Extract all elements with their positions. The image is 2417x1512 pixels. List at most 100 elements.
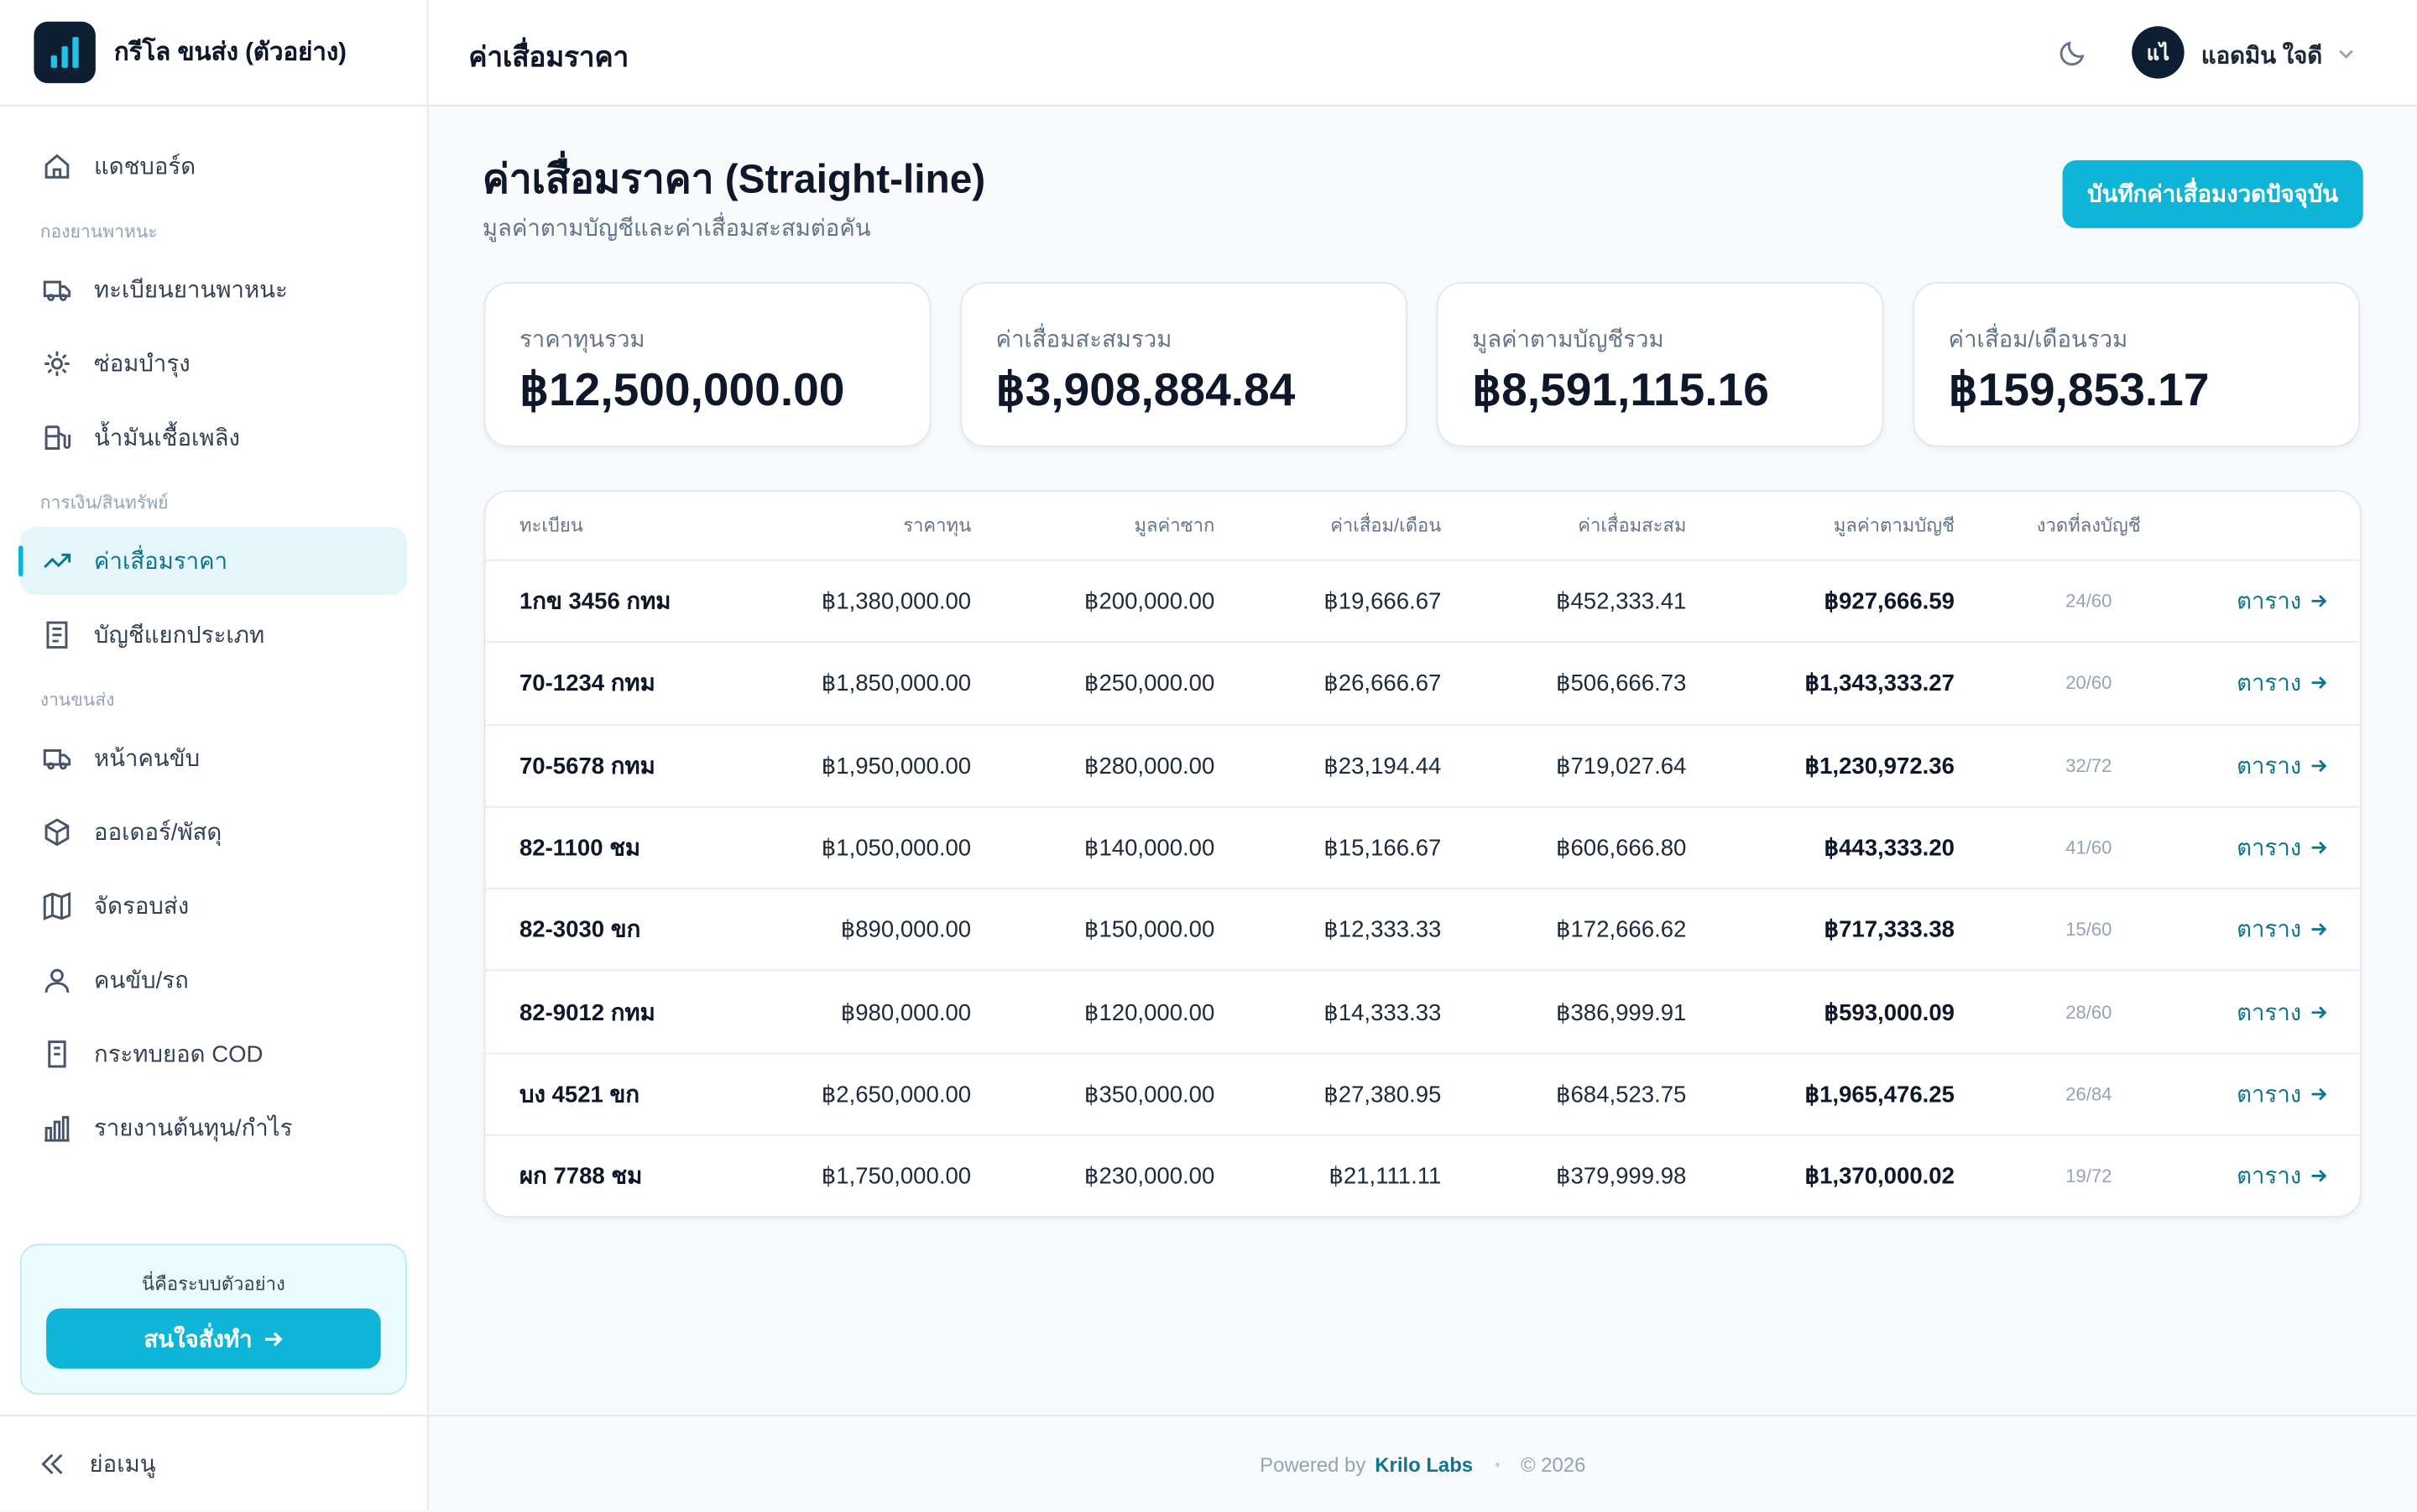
record-button[interactable]: บันทึกค่าเสื่อมงวดปัจจุบัน xyxy=(2062,160,2363,228)
nav-item[interactable]: บัญชีแยกประเภท xyxy=(20,601,407,669)
stat-value: ฿3,908,884.84 xyxy=(995,365,1296,416)
collapse-menu[interactable]: ย่อเมนู xyxy=(0,1415,427,1510)
nav-label: ซ่อมบำรุง xyxy=(94,351,191,378)
schedule-link[interactable]: ตาราง xyxy=(2223,972,2328,1052)
table-row: 70-1234 กทม ฿1,850,000.00 ฿250,000.00 ฿26,6… xyxy=(485,643,2361,726)
promo-box: นี่คือระบบตัวอย่าง สนใจสั่งทำ xyxy=(19,1243,407,1395)
footer-dot xyxy=(1494,1462,1500,1467)
table-cell: ฿1,965,476.25 xyxy=(1804,1082,1955,1108)
table-cell: ฿19,666.67 xyxy=(1323,588,1442,616)
table-cell: 1กข 3456 กทม xyxy=(519,588,671,616)
schedule-link-label: ตาราง xyxy=(2237,999,2302,1026)
table-row: 82-1100 ชม ฿1,050,000.00 ฿140,000.00 ฿15,16… xyxy=(485,807,2361,890)
table-cell: ฿23,194.44 xyxy=(1323,753,1442,779)
table-cell: ฿980,000.00 xyxy=(840,999,972,1026)
brand: กรีโล ขนส่ง (ตัวอย่าง) xyxy=(0,0,427,107)
schedule-link[interactable]: ตาราง xyxy=(2223,725,2328,806)
stat-value: ฿159,853.17 xyxy=(1948,365,2210,416)
table-cell: บง 4521 ขก xyxy=(519,1082,640,1108)
schedule-link-label: ตาราง xyxy=(2237,835,2302,862)
table-cell: 70-5678 กทม xyxy=(519,753,655,779)
table-cell: ฿717,333.38 xyxy=(1824,917,1955,944)
topbar: ค่าเสื่อมราคา แไ แอดมิน ใจดี xyxy=(428,0,2417,107)
avatar[interactable]: แไ xyxy=(2132,26,2185,79)
column-header: ค่าเสื่อม/เดือน xyxy=(1330,514,1442,536)
table-cell: ฿1,850,000.00 xyxy=(821,670,972,698)
schedule-link[interactable]: ตาราง xyxy=(2223,889,2328,970)
table-cell: ฿719,027.64 xyxy=(1555,753,1687,779)
user-menu-chevron[interactable] xyxy=(2336,43,2357,65)
table-cell: ฿593,000.09 xyxy=(1824,999,1955,1026)
arrow-icon xyxy=(2311,759,2327,772)
table-cell: ฿684,523.75 xyxy=(1555,1082,1687,1108)
table-cell: ฿250,000.00 xyxy=(1083,670,1215,698)
nav-label: รายงานต้นทุน/กำไร xyxy=(94,1115,293,1143)
table-cell: 26/84 xyxy=(2065,1083,2112,1105)
column-header: ค่าเสื่อมสะสม xyxy=(1578,514,1687,536)
nav-item[interactable]: ค่าเสื่อมราคา xyxy=(18,527,407,595)
table-cell: ฿379,999.98 xyxy=(1555,1164,1687,1191)
sidebar: กรีโล ขนส่ง (ตัวอย่าง) แดชบอร์ด กองยานพาห… xyxy=(0,0,429,1511)
table-cell: ฿150,000.00 xyxy=(1083,917,1215,944)
promo-text: นี่คือระบบตัวอย่าง xyxy=(142,1273,285,1295)
arrow-icon xyxy=(2311,677,2327,690)
page-subtitle: มูลค่าตามบัญชีและค่าเสื่อมสะสมต่อคัน xyxy=(482,216,871,242)
nav-item[interactable]: หน้าคนขับ xyxy=(20,724,407,792)
table-cell: ฿1,380,000.00 xyxy=(821,588,972,616)
table-cell: 15/60 xyxy=(2065,919,2112,941)
arrow-icon xyxy=(2311,595,2327,607)
schedule-link[interactable]: ตาราง xyxy=(2223,561,2328,642)
header-title: ค่าเสื่อมราคา xyxy=(468,41,629,73)
table-cell: 82-1100 ชม xyxy=(519,835,641,862)
nav-item[interactable]: กระทบยอด COD xyxy=(20,1020,407,1088)
nav-item[interactable]: รายงานต้นทุน/กำไร xyxy=(20,1094,407,1162)
table-cell: 20/60 xyxy=(2065,672,2112,695)
arrow-icon xyxy=(2311,1087,2327,1101)
nav-label: บัญชีแยกประเภท xyxy=(94,623,265,649)
promo-button-label: สนใจสั่งทำ xyxy=(144,1326,253,1353)
table-cell: ฿386,999.91 xyxy=(1555,999,1687,1026)
table-cell: ฿443,333.20 xyxy=(1824,835,1955,862)
user-name[interactable]: แอดมิน ใจดี xyxy=(2200,43,2323,70)
nav-icon xyxy=(46,621,68,649)
nav-label: หน้าคนขับ xyxy=(94,745,201,773)
nav-item[interactable]: คนขับ/รถ xyxy=(20,946,407,1014)
footer: Powered by Krilo Labs © 2026 xyxy=(428,1415,2417,1512)
table-cell: ฿1,050,000.00 xyxy=(821,835,972,862)
schedule-link[interactable]: ตาราง xyxy=(2223,1054,2328,1134)
stat-label: ราคาทุนรวม xyxy=(519,326,645,353)
table-cell: 28/60 xyxy=(2065,1001,2112,1023)
column-header: งวดที่ลงบัญชี xyxy=(2036,514,2141,536)
schedule-link[interactable]: ตาราง xyxy=(2223,643,2328,723)
nav-icon xyxy=(44,425,71,450)
page-title: ค่าเสื่อมราคา (Straight-line) xyxy=(482,155,986,202)
nav-icon xyxy=(44,154,70,179)
nav-label: แดชบอร์ด xyxy=(94,154,196,180)
promo-button[interactable]: สนใจสั่งทำ xyxy=(46,1308,381,1369)
schedule-link-label: ตาราง xyxy=(2237,588,2302,616)
nav-item[interactable]: น้ำมันเชื้อเพลิง xyxy=(20,404,407,472)
nav-item[interactable]: แดชบอร์ด xyxy=(20,133,407,201)
table-cell: ฿927,666.59 xyxy=(1824,588,1955,616)
nav-icon xyxy=(43,280,71,301)
nav-label: น้ำมันเชื้อเพลิง xyxy=(94,425,240,452)
nav-item[interactable]: ซ่อมบำรุง xyxy=(20,330,407,398)
nav-item[interactable]: จัดรอบส่ง xyxy=(20,873,407,941)
theme-toggle[interactable] xyxy=(2058,37,2089,68)
schedule-link[interactable]: ตาราง xyxy=(2223,807,2328,888)
column-header: ทะเบียน xyxy=(519,514,583,536)
table-cell: 41/60 xyxy=(2065,837,2112,859)
nav: แดชบอร์ด กองยานพาหนะ ทะเบียนยานพาหนะ ซ่อมบำ… xyxy=(18,133,407,1168)
column-header: ราคาทุน xyxy=(903,514,972,536)
footer-company[interactable]: Krilo Labs xyxy=(1375,1452,1474,1476)
nav-item[interactable]: ออเดอร์/พัสดุ xyxy=(20,798,407,866)
nav-icon xyxy=(44,968,70,993)
table-cell: 32/72 xyxy=(2065,754,2112,777)
table-cell: ฿1,230,972.36 xyxy=(1804,753,1955,779)
table-cell: ฿350,000.00 xyxy=(1083,1082,1215,1108)
nav-item[interactable]: ทะเบียนยานพาหนะ xyxy=(20,256,407,324)
stat-label: มูลค่าตามบัญชีรวม xyxy=(1472,326,1664,353)
schedule-link[interactable]: ตาราง xyxy=(2223,1136,2328,1216)
